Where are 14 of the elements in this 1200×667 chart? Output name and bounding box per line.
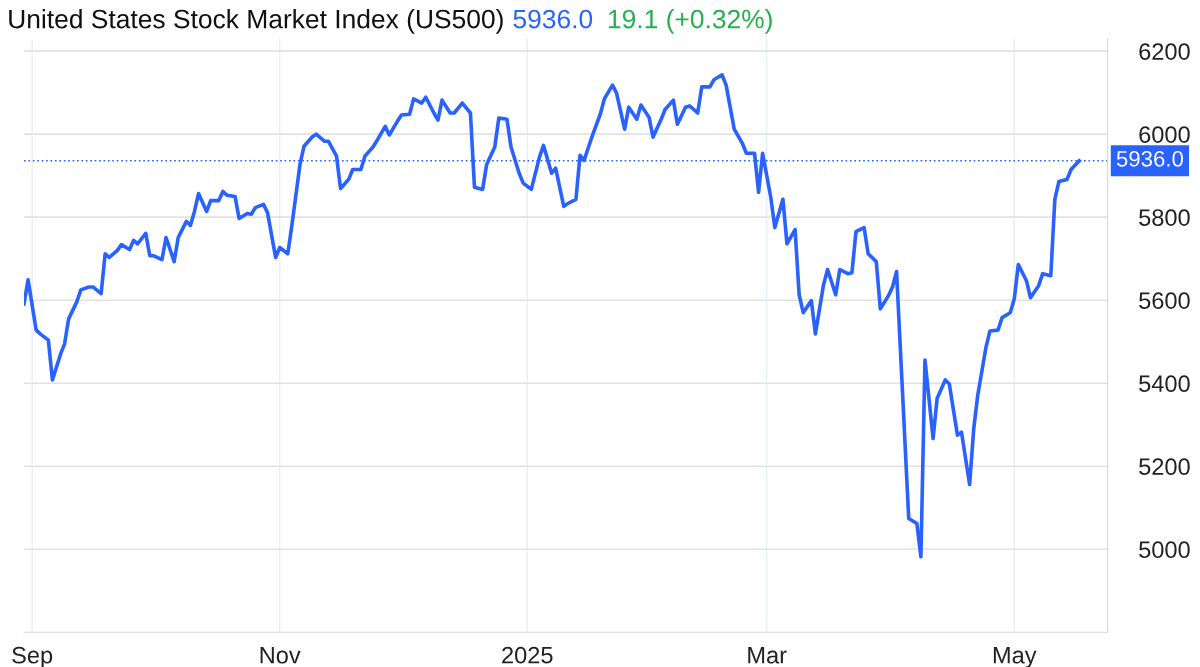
y-tick-label: 6200 — [1139, 43, 1190, 60]
ref-line-label: 5936.0 — [1116, 150, 1184, 167]
x-tick-label: 2025 — [502, 646, 553, 664]
y-tick-label: 6000 — [1139, 126, 1190, 143]
chart-title: United States Stock Market Index (US500) — [9, 9, 503, 34]
text: 5936.0 — [513, 9, 593, 29]
y-tick-label: 5000 — [1139, 541, 1190, 559]
x-tick-label: Mar — [748, 647, 787, 664]
text: 19.1 (+0.32%) — [608, 9, 772, 34]
x-tick-label: Nov — [260, 647, 301, 664]
y-tick-label: 5600 — [1139, 292, 1190, 309]
y-tick-label: 5200 — [1139, 458, 1190, 476]
y-tick-label: 5800 — [1139, 209, 1190, 226]
y-tick-label: 5400 — [1139, 375, 1190, 393]
